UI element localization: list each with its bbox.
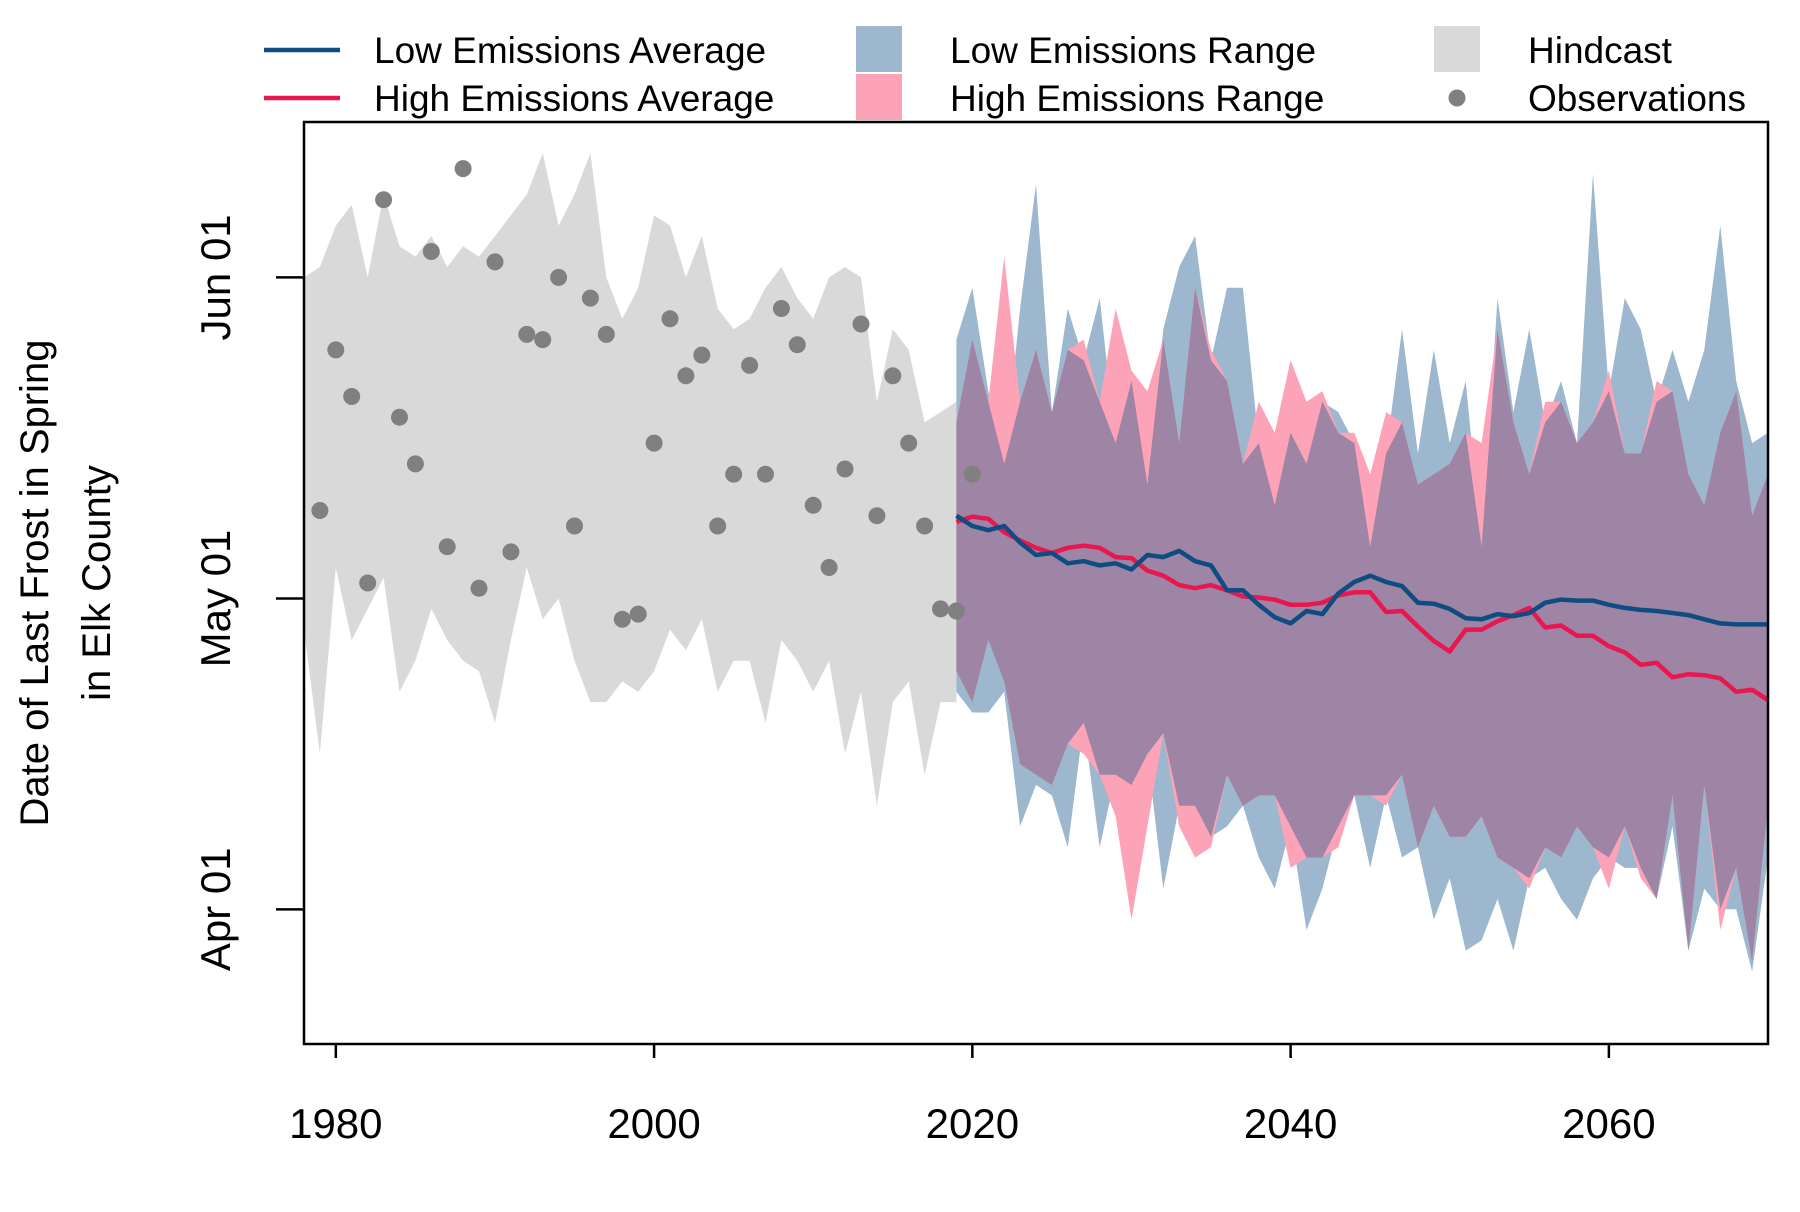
- observation-point: [947, 602, 965, 620]
- y-axis-label-line-2: in Elk County: [75, 465, 119, 701]
- observation-point: [391, 408, 408, 426]
- x-tick-label: 2000: [607, 1100, 700, 1147]
- observation-point: [661, 310, 679, 328]
- y-tick-label: Jun 01: [192, 214, 239, 340]
- x-tick-label: 1980: [289, 1100, 382, 1147]
- observation-point: [900, 434, 918, 452]
- observation-point: [820, 559, 838, 576]
- low-emissions-average-line: [955, 513, 1768, 627]
- observation-point: [836, 460, 854, 478]
- legend-label-hindcast: Hindcast: [1528, 30, 1673, 71]
- legend: Low Emissions Average High Emissions Aver…: [264, 26, 1746, 120]
- observation-point: [852, 315, 870, 333]
- observation-point: [454, 160, 472, 178]
- high-emissions-average-line: [955, 514, 1768, 702]
- legend-label-high-avg: High Emissions Average: [374, 78, 774, 119]
- observation-point: [486, 253, 504, 271]
- observation-point: [725, 465, 743, 483]
- x-tick-label: 2060: [1562, 1100, 1655, 1147]
- observation-point: [327, 341, 345, 359]
- observation-point: [963, 465, 981, 483]
- observation-point: [772, 300, 790, 317]
- observation-point: [518, 325, 536, 343]
- range-areas: [304, 153, 1768, 972]
- hindcast-range-area: [304, 153, 957, 806]
- observation-point: [677, 367, 695, 385]
- observation-point: [709, 517, 727, 535]
- observation-point: [502, 543, 520, 561]
- observation-point: [375, 191, 393, 209]
- legend-label-high-range: High Emissions Range: [950, 78, 1324, 119]
- observation-points: [311, 160, 981, 628]
- observation-point: [581, 289, 599, 307]
- legend-swatch-high-range: [856, 74, 902, 120]
- observation-point: [311, 502, 329, 519]
- observation-point: [788, 336, 806, 354]
- observation-point: [613, 610, 631, 628]
- observation-point: [470, 579, 488, 597]
- observation-point: [932, 600, 949, 618]
- plot-frame: [302, 120, 1770, 1046]
- observation-point: [916, 517, 934, 535]
- y-axis-label-line-1: Date of Last Frost in Spring: [13, 340, 57, 827]
- observation-point: [422, 243, 440, 260]
- observation-point: [741, 356, 759, 374]
- observation-point: [868, 507, 886, 525]
- observation-point: [359, 574, 377, 592]
- x-tick-label: 2020: [926, 1100, 1019, 1147]
- x-axis: 1980 2000 2020 2040 2060: [289, 1044, 1656, 1147]
- average-lines: [955, 513, 1768, 702]
- legend-swatch-observations: [1448, 89, 1466, 107]
- legend-swatch-hindcast: [1434, 26, 1480, 72]
- observation-point: [693, 346, 711, 364]
- y-axis: Apr 01 May 01 Jun 01: [192, 214, 304, 971]
- observation-point: [438, 538, 456, 556]
- observation-point: [597, 325, 615, 343]
- observation-point: [550, 268, 568, 286]
- legend-label-low-range: Low Emissions Range: [950, 30, 1316, 71]
- observation-point: [757, 465, 774, 483]
- observation-point: [884, 367, 902, 385]
- observation-point: [343, 388, 361, 405]
- observation-point: [534, 331, 552, 349]
- observation-point: [645, 434, 663, 452]
- legend-swatch-low-range: [856, 26, 902, 72]
- legend-label-observations: Observations: [1528, 78, 1746, 119]
- observation-point: [406, 455, 424, 473]
- observation-point: [804, 496, 822, 514]
- legend-label-low-avg: Low Emissions Average: [374, 30, 766, 71]
- range-overlap-area: [956, 287, 1768, 962]
- y-tick-label: May 01: [192, 530, 239, 668]
- y-axis-label: Date of Last Frost in Spring in Elk Coun…: [13, 340, 119, 827]
- observation-point: [629, 605, 647, 623]
- x-tick-label: 2040: [1244, 1100, 1337, 1147]
- observation-point: [566, 517, 583, 535]
- y-tick-label: Apr 01: [192, 847, 239, 971]
